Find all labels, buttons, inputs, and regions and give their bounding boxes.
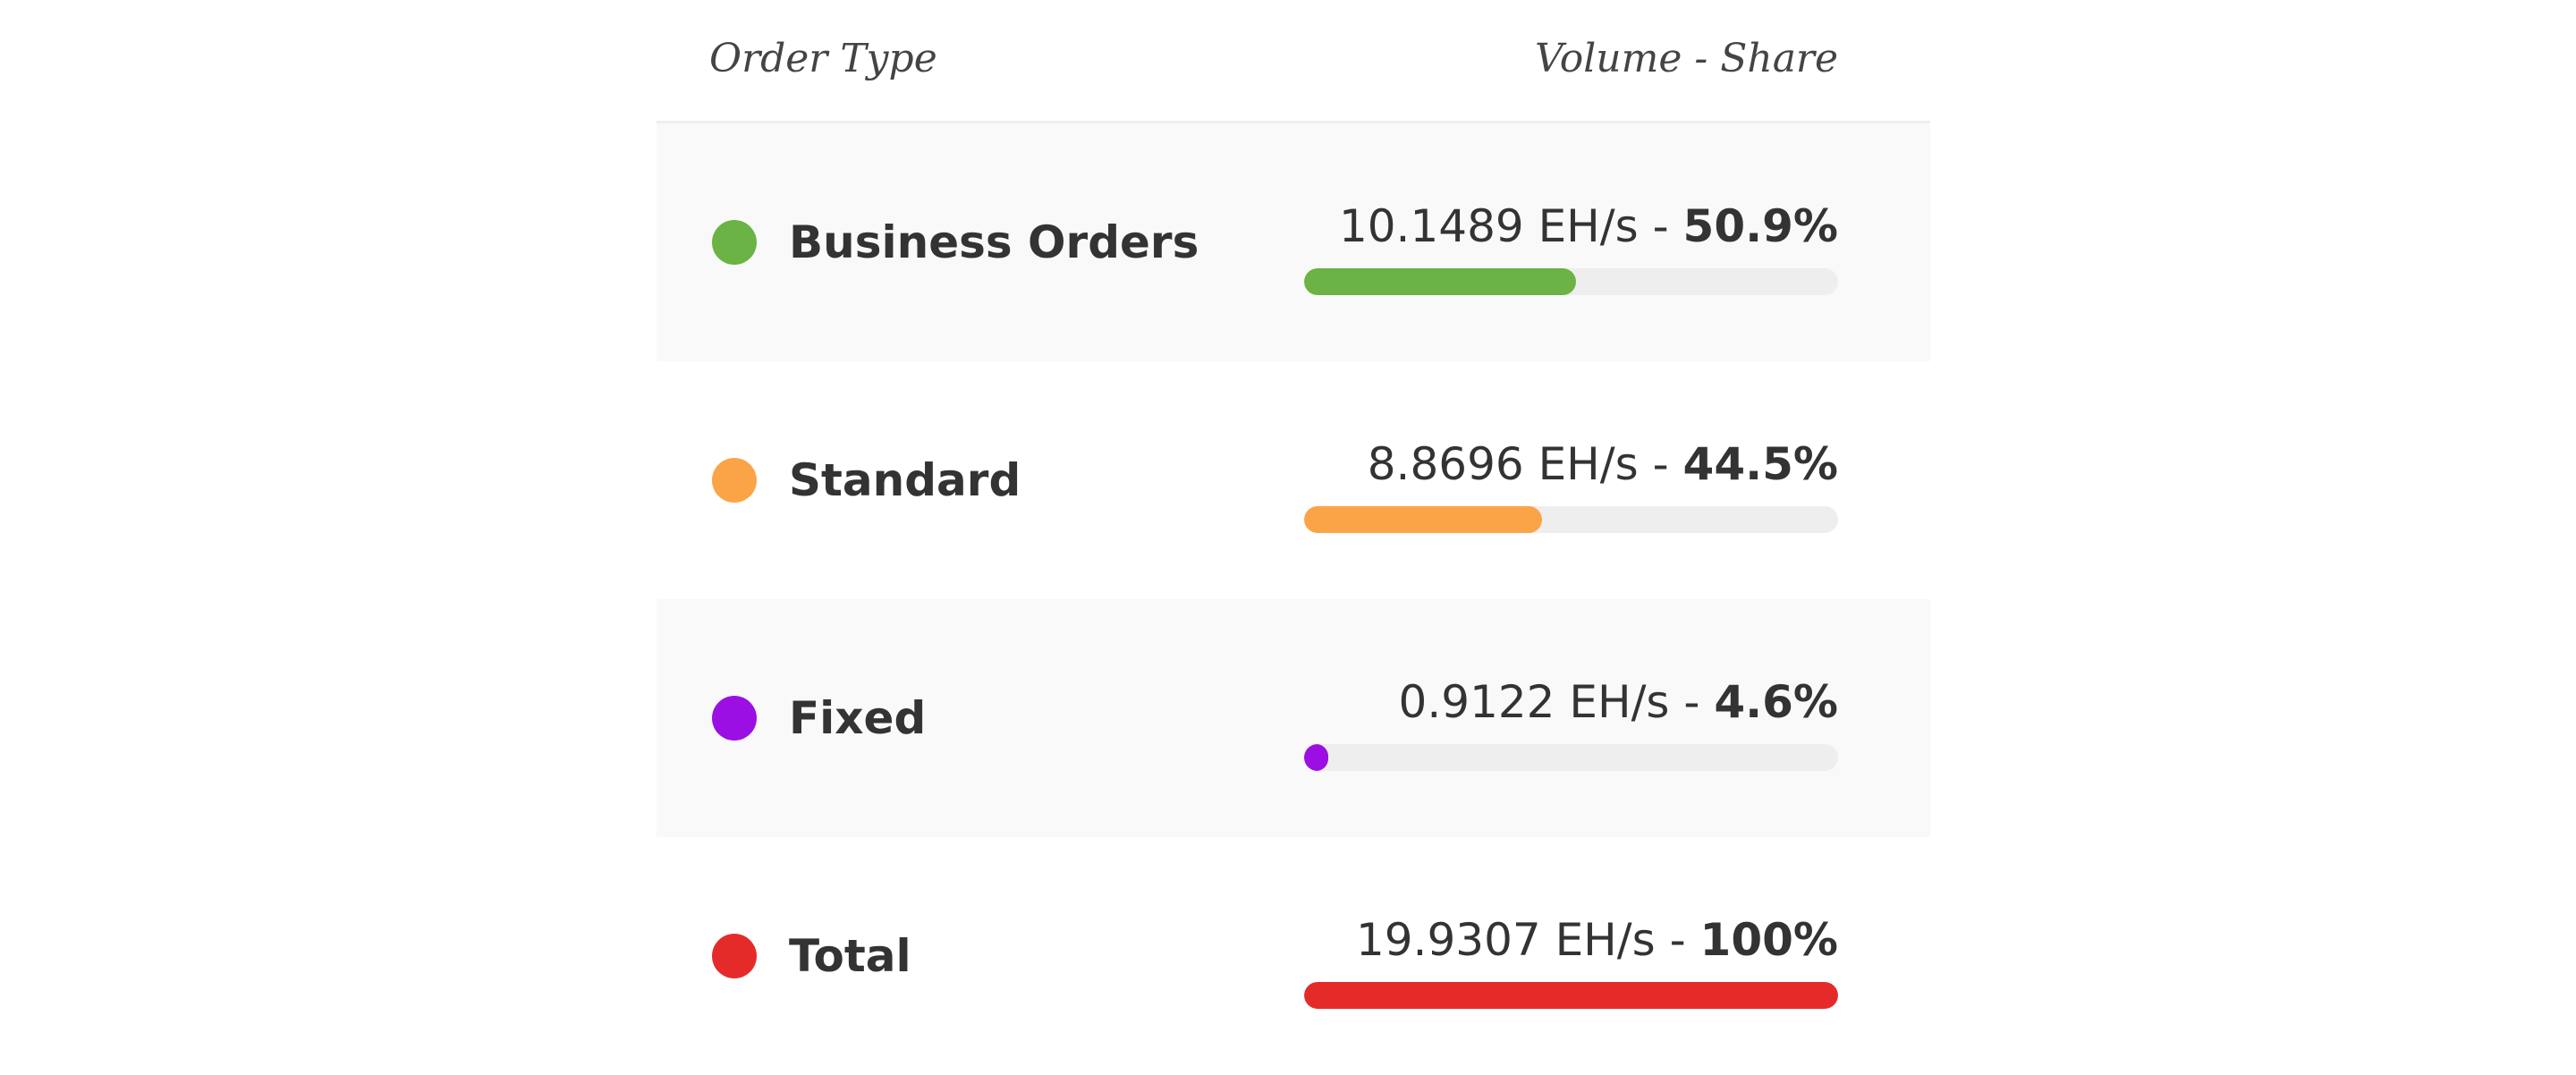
- share-percentage: 50.9%: [1682, 200, 1838, 252]
- volume-value: 10.1489 EH/s: [1338, 200, 1639, 252]
- table-row: Fixed 0.9122 EH/s - 4.6%: [657, 599, 1930, 837]
- share-bar-fill: [1304, 982, 1838, 1009]
- status-dot-icon: [712, 696, 757, 741]
- share-bar-track: [1304, 268, 1838, 295]
- volume-share-value: 10.1489 EH/s - 50.9%: [1339, 199, 1838, 254]
- value-separator: -: [1638, 200, 1683, 252]
- volume-share-value: 0.9122 EH/s - 4.6%: [1399, 674, 1838, 730]
- order-type-table: Order Type Volume - Share Business Order…: [657, 0, 1930, 1075]
- volume-value: 8.8696 EH/s: [1367, 438, 1639, 490]
- share-percentage: 100%: [1699, 914, 1838, 966]
- value-separator: -: [1655, 914, 1700, 966]
- share-bar-fill: [1304, 506, 1542, 533]
- order-type-name: Fixed: [789, 692, 927, 744]
- table-row: Standard 8.8696 EH/s - 44.5%: [657, 361, 1930, 599]
- table-row: Total 19.9307 EH/s - 100%: [657, 837, 1930, 1075]
- volume-share-value: 8.8696 EH/s - 44.5%: [1368, 436, 1838, 492]
- value-separator: -: [1638, 438, 1683, 490]
- order-type-name: Business Orders: [789, 216, 1199, 268]
- order-type-name: Standard: [789, 454, 1021, 506]
- status-dot-icon: [712, 934, 757, 978]
- share-percentage: 4.6%: [1714, 676, 1838, 728]
- volume-value: 0.9122 EH/s: [1398, 676, 1670, 728]
- order-type-column-header: Order Type: [709, 36, 937, 81]
- volume-share-column-header: Volume - Share: [1534, 36, 1838, 81]
- order-type-name: Total: [789, 930, 911, 982]
- share-bar-fill: [1304, 268, 1576, 295]
- share-bar-track: [1304, 744, 1838, 771]
- table-row: Business Orders 10.1489 EH/s - 50.9%: [657, 123, 1930, 361]
- share-percentage: 44.5%: [1682, 438, 1838, 490]
- table-header: Order Type Volume - Share: [657, 0, 1930, 123]
- share-bar-track: [1304, 982, 1838, 1009]
- share-bar-track: [1304, 506, 1838, 533]
- value-separator: -: [1669, 676, 1715, 728]
- volume-value: 19.9307 EH/s: [1355, 914, 1656, 966]
- status-dot-icon: [712, 458, 757, 503]
- status-dot-icon: [712, 220, 757, 265]
- volume-share-value: 19.9307 EH/s - 100%: [1356, 912, 1838, 968]
- share-bar-fill: [1304, 744, 1329, 771]
